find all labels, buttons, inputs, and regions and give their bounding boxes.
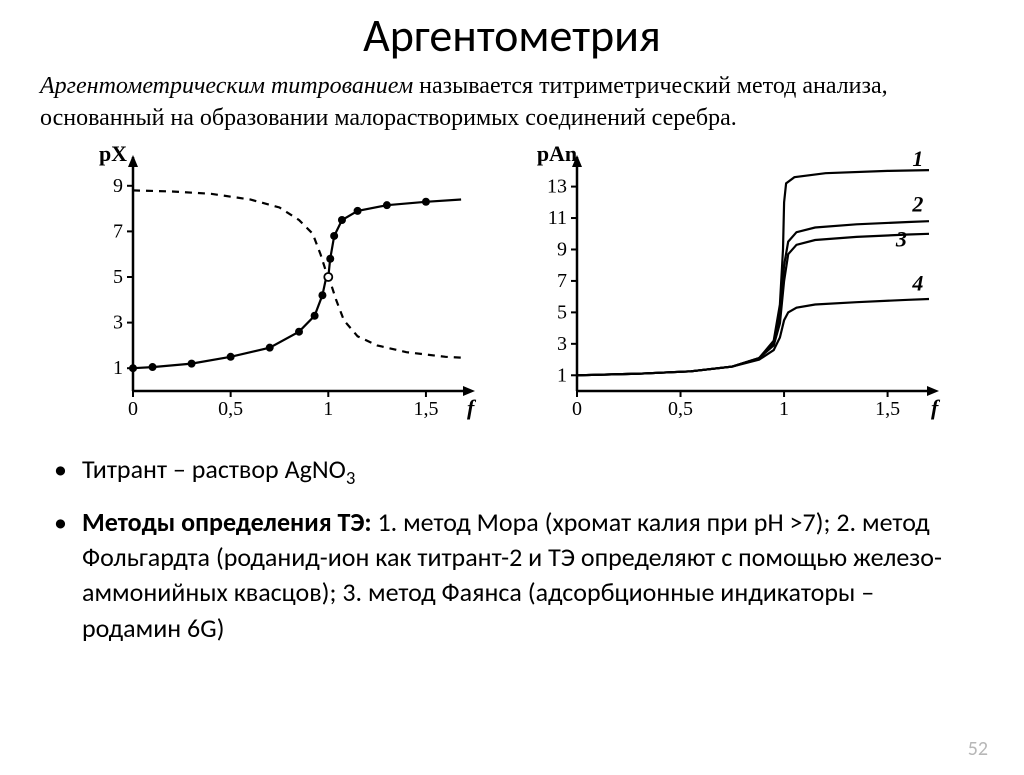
- bullet-methods-lead: Методы определения ТЭ:: [82, 506, 372, 538]
- svg-text:1: 1: [779, 398, 789, 420]
- svg-text:7: 7: [557, 270, 567, 292]
- svg-text:f: f: [467, 395, 477, 420]
- page-title: Аргентометрия: [0, 8, 1024, 64]
- svg-text:9: 9: [113, 175, 123, 197]
- svg-text:9: 9: [557, 238, 567, 260]
- svg-text:f: f: [931, 395, 941, 420]
- intro-paragraph: Аргентометрическим титрованием называетс…: [40, 70, 980, 135]
- svg-text:pX: pX: [99, 145, 127, 166]
- bullet-titrant-text: Титрант – раствор AgNO: [82, 453, 346, 485]
- right-chart-svg: 13579111300,511,5pAnf1234: [519, 145, 949, 425]
- svg-text:0: 0: [572, 398, 582, 420]
- svg-text:1: 1: [323, 398, 333, 420]
- svg-text:2: 2: [911, 192, 923, 217]
- charts-row: 1357900,511,5pXf 13579111300,511,5pAnf12…: [24, 145, 1000, 430]
- svg-text:7: 7: [113, 220, 123, 242]
- svg-text:1,5: 1,5: [875, 398, 900, 420]
- bullet-titrant: Титрант – раствор AgNO3: [54, 452, 970, 491]
- slide-number: 52: [968, 737, 988, 761]
- svg-text:1: 1: [113, 357, 123, 379]
- svg-text:0,5: 0,5: [218, 398, 243, 420]
- svg-text:11: 11: [548, 207, 567, 229]
- svg-text:4: 4: [911, 270, 923, 295]
- svg-text:13: 13: [547, 175, 567, 197]
- svg-text:0: 0: [128, 398, 138, 420]
- svg-text:5: 5: [113, 266, 123, 288]
- chart-right: 13579111300,511,5pAnf1234: [519, 145, 949, 430]
- chart-left: 1 3 5 7 9 0 0,5 1 1,5 pX f: [75, 145, 485, 430]
- svg-text:1,5: 1,5: [413, 398, 438, 420]
- svg-text:3: 3: [895, 226, 907, 251]
- bullet-methods: Методы определения ТЭ: 1. метод Мора (хр…: [54, 505, 970, 645]
- svg-text:0,5: 0,5: [668, 398, 693, 420]
- svg-text:3: 3: [113, 311, 123, 333]
- svg-text:1: 1: [912, 146, 923, 171]
- svg-text:3: 3: [557, 333, 567, 355]
- bullet-list: Титрант – раствор AgNO3 Методы определен…: [54, 452, 970, 646]
- svg-text:5: 5: [557, 301, 567, 323]
- svg-text:1: 1: [557, 364, 567, 386]
- intro-lead: Аргентометрическим титрованием: [40, 73, 413, 99]
- left-chart-svg: 1 3 5 7 9 0 0,5 1 1,5 pX f: [75, 145, 485, 425]
- bullet-titrant-sub: 3: [346, 467, 355, 490]
- svg-text:pAn: pAn: [537, 145, 577, 166]
